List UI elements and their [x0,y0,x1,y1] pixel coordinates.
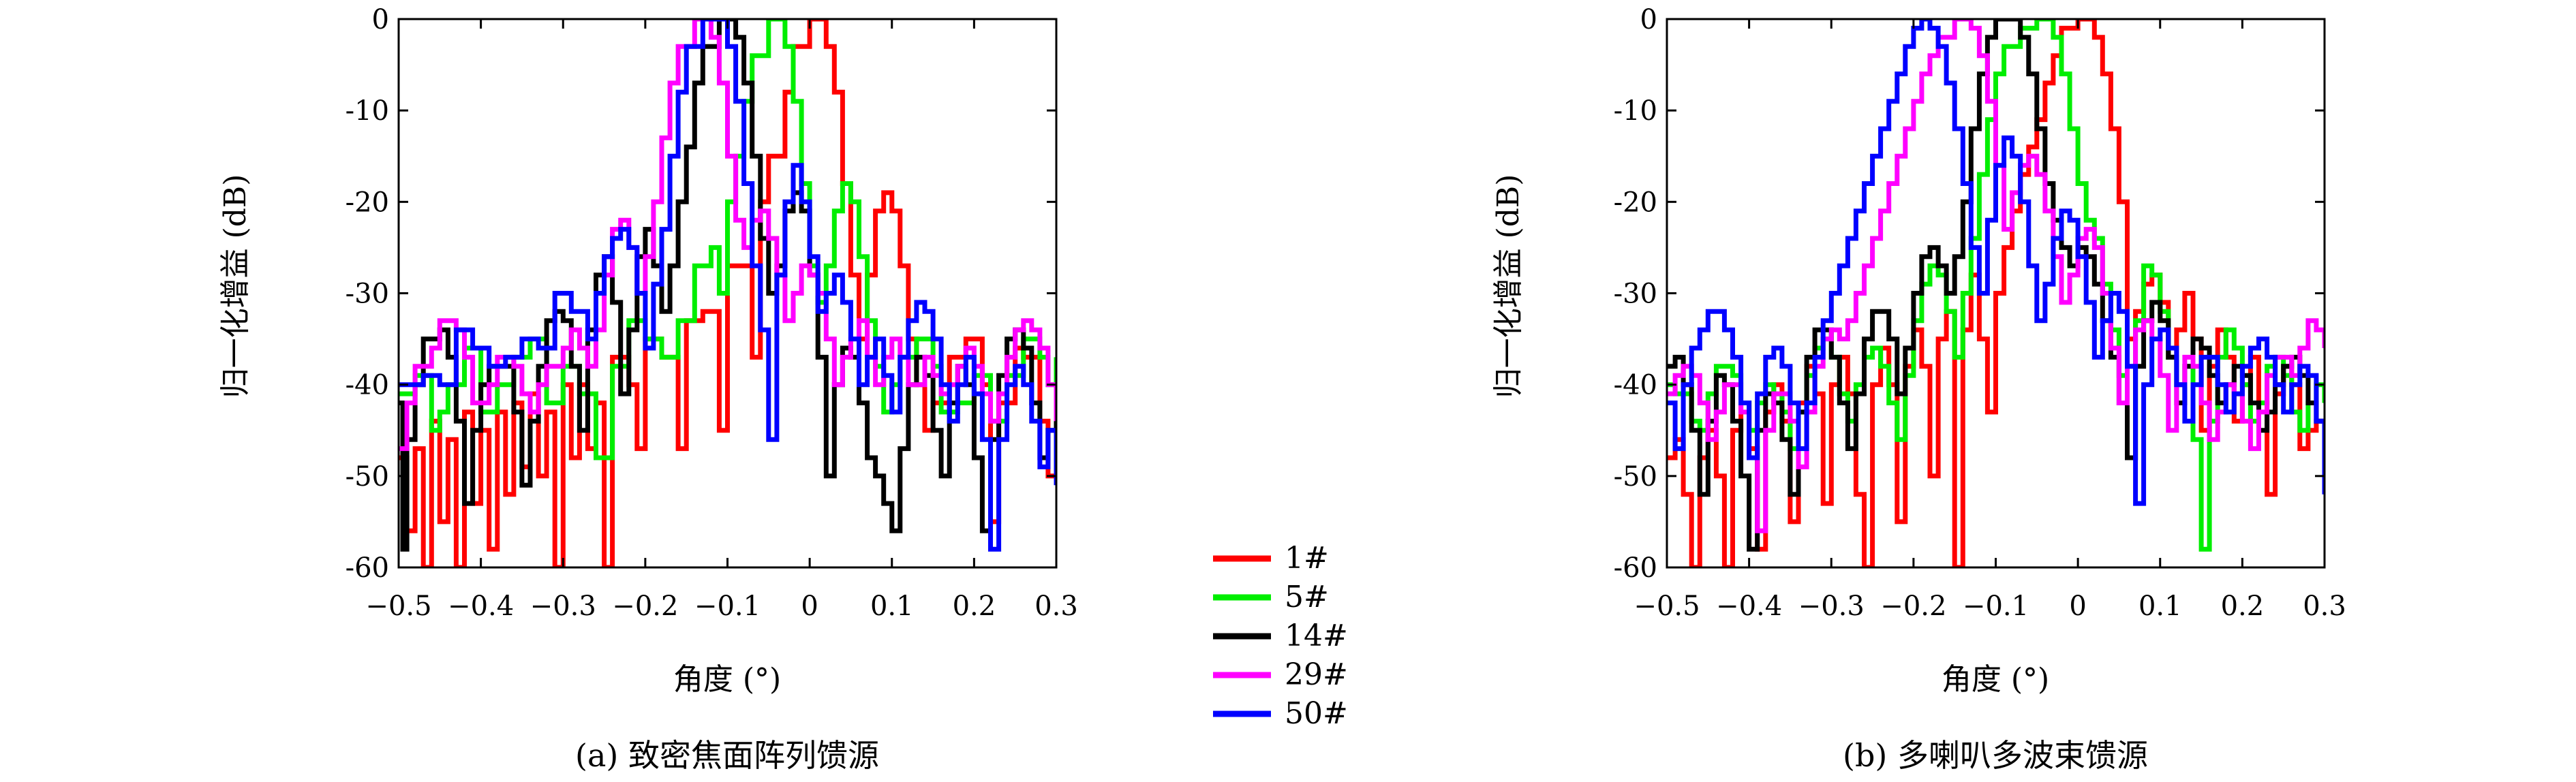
y-axis-label: 归一化增益 (dB) [1491,174,1526,398]
x-tick-label: 0 [801,591,818,622]
x-tick-label: 0.1 [870,591,914,622]
x-tick-label: −0.5 [1634,591,1700,622]
legend-label: 1# [1285,541,1329,576]
x-tick-label: −0.5 [365,591,431,622]
y-tick-label: 0 [372,4,389,35]
x-tick-label: −0.2 [1880,591,1946,622]
x-tick-label: 0.3 [1034,591,1078,622]
panel-b: 归一化增益 (dB) 0-10-20-30-40-50-60 −0.5 −0.4−… [1491,4,2346,774]
y-tick-labels: 0 -10 -20 -30 -40 -50 -60 [346,4,389,584]
y-tick-label: -40 [1614,370,1657,401]
x-tick-label: 0 [2069,591,2086,622]
y-axis-label: 归一化增益 (dB) [218,174,253,398]
y-tick-label: -40 [346,370,389,401]
panel-caption: (b) 多喇叭多波束馈源 [1843,737,2148,774]
legend-label: 14# [1285,619,1348,653]
x-tick-label: −0.4 [448,591,514,622]
y-tick-label: -10 [346,95,389,127]
x-tick-label: 0.1 [2138,591,2182,622]
y-tick-label: -50 [346,461,389,492]
series-line-50 [399,19,1056,552]
x-tick-label: 0.2 [953,591,996,622]
legend-label: 29# [1285,657,1348,692]
x-tick-label: −0.4 [1716,591,1782,622]
series-group [399,19,1056,567]
panel-a: 归一化增益 (dB) 0-10-20-30-40-50-60 −0.5 −0.4−… [218,4,1078,774]
x-tick-label: −0.1 [1963,591,2029,622]
y-tick-labels: 0 -10 -20 -30 -40 -50 -60 [1614,4,1657,584]
x-tick-labels: −0.5 −0.4 −0.3 −0.2 −0.1 0 0.1 0.2 0.3 [365,591,1077,622]
plot-area [397,18,1058,569]
y-tick-label: -30 [346,279,389,310]
y-tick-label: -50 [1614,461,1657,492]
plot-area [1666,18,2326,569]
y-tick-label: -20 [346,187,389,218]
x-tick-label: −0.1 [694,591,761,622]
x-axis-label: 角度 (°) [1942,662,2049,697]
tick-marks [1666,18,2326,569]
series-line-50 [1667,19,2325,506]
legend: 1# 5# 14# 29# 50# [1213,541,1348,731]
series-line-14 [399,19,1056,552]
series-line-1 [399,19,1056,567]
x-tick-label: −0.3 [530,591,596,622]
y-tick-label: -60 [346,552,389,584]
legend-label: 50# [1285,696,1348,731]
legend-label: 5# [1285,580,1329,614]
x-tick-label: −0.2 [612,591,678,622]
y-tick-label: -10 [1614,95,1657,127]
tick-marks [397,18,1058,569]
y-tick-label: 0 [1640,4,1657,35]
x-tick-label: 0.2 [2221,591,2265,622]
series-line-29 [1667,19,2325,533]
series-group [1667,19,2325,567]
y-tick-label: -20 [1614,187,1657,218]
y-tick-label: -30 [1614,279,1657,310]
x-tick-label: 0.3 [2303,591,2346,622]
y-tick-label: -60 [1614,552,1657,584]
x-tick-label: −0.3 [1798,591,1865,622]
x-axis-label: 角度 (°) [673,662,781,697]
panel-caption: (a) 致密焦面阵列馈源 [575,737,879,774]
x-tick-labels: −0.5 −0.4 −0.3 −0.2 −0.1 0 0.1 0.2 0.3 [1634,591,2346,622]
series-line-5 [399,19,1056,460]
